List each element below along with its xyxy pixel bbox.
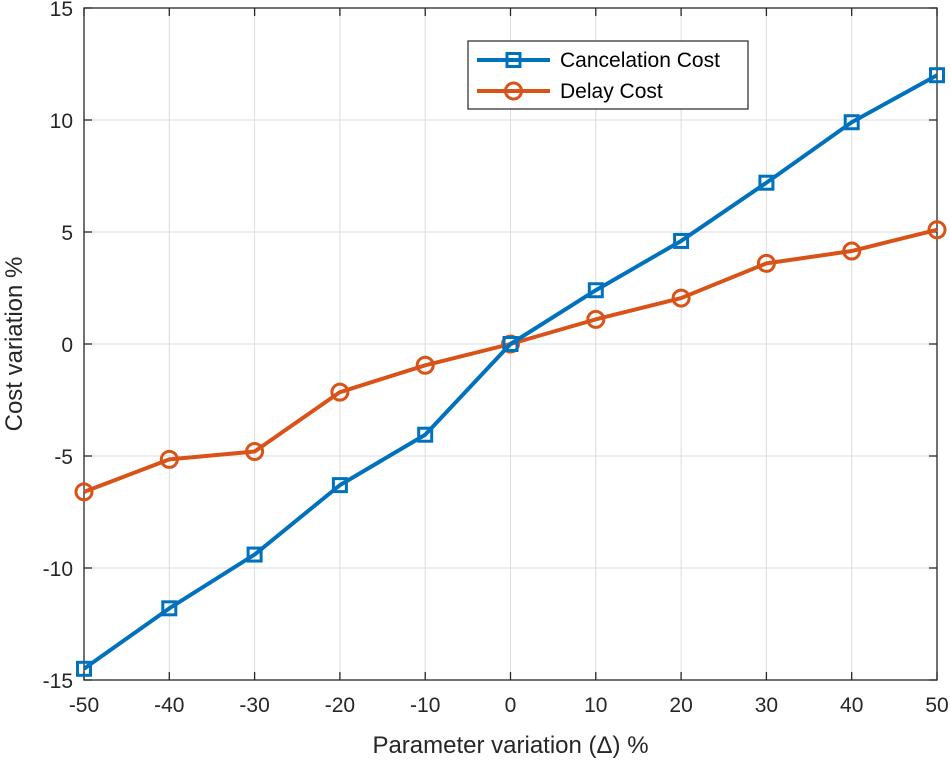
y-tick-label-0: -15 [43, 670, 73, 693]
y-tick-label-6: 15 [50, 0, 73, 21]
series-0-point-7 [673, 232, 690, 249]
data-series [74, 67, 947, 677]
series-1-point-0 [74, 482, 94, 502]
x-tick-label-9: 40 [840, 694, 863, 717]
series-0-point-1 [161, 600, 178, 617]
series-0 [76, 67, 945, 677]
series-1-point-9 [842, 241, 862, 261]
series-0-point-3 [331, 477, 348, 494]
series-1-point-2 [245, 442, 265, 462]
y-tick-label-2: -5 [54, 446, 73, 469]
x-tick-label-8: 30 [755, 694, 778, 717]
x-tick-label-3: -20 [325, 694, 355, 717]
series-1-point-10 [927, 220, 947, 240]
series-1-point-3 [330, 382, 350, 402]
legend-marker-0 [505, 52, 522, 68]
y-axis-title: Cost variation % [1, 257, 28, 432]
x-axis-ticks: -50 -40 -30 -20 -10 0 10 20 30 40 50 [69, 8, 949, 717]
series-1-point-6 [586, 309, 606, 329]
y-tick-label-3: 0 [61, 334, 73, 357]
series-0-point-4 [417, 426, 434, 443]
y-tick-label-1: -10 [43, 558, 73, 581]
series-1-point-4 [415, 355, 435, 375]
x-tick-label-1: -40 [154, 694, 184, 717]
legend: Cancelation Cost Delay Cost [467, 40, 749, 110]
legend-label-0: Cancelation Cost [560, 49, 720, 72]
x-tick-label-0: -50 [69, 694, 99, 717]
y-tick-label-4: 5 [61, 222, 73, 245]
x-tick-label-4: -10 [410, 694, 440, 717]
x-tick-label-5: 0 [505, 694, 517, 717]
series-1-point-1 [159, 449, 179, 469]
series-0-point-5 [502, 336, 519, 352]
series-0-point-6 [587, 282, 604, 299]
series-0-point-2 [246, 546, 263, 563]
series-1-point-8 [756, 253, 776, 273]
y-axis-ticks: -15 -10 -5 0 5 10 15 [43, 0, 937, 693]
x-tick-label-7: 20 [669, 694, 692, 717]
y-tick-label-5: 10 [50, 110, 73, 133]
x-axis-title: Parameter variation (Δ) % [372, 732, 648, 759]
x-tick-label-10: 50 [925, 694, 948, 717]
series-0-point-8 [758, 174, 775, 191]
series-0-point-9 [843, 114, 860, 131]
x-tick-label-6: 10 [584, 694, 607, 717]
x-tick-label-2: -30 [239, 694, 269, 717]
series-1-point-7 [671, 288, 691, 308]
legend-marker-1 [504, 81, 523, 101]
series-0-point-10 [929, 67, 945, 84]
series-0-point-0 [76, 660, 92, 677]
series-line-0 [82, 73, 938, 671]
legend-label-1: Delay Cost [560, 80, 663, 103]
